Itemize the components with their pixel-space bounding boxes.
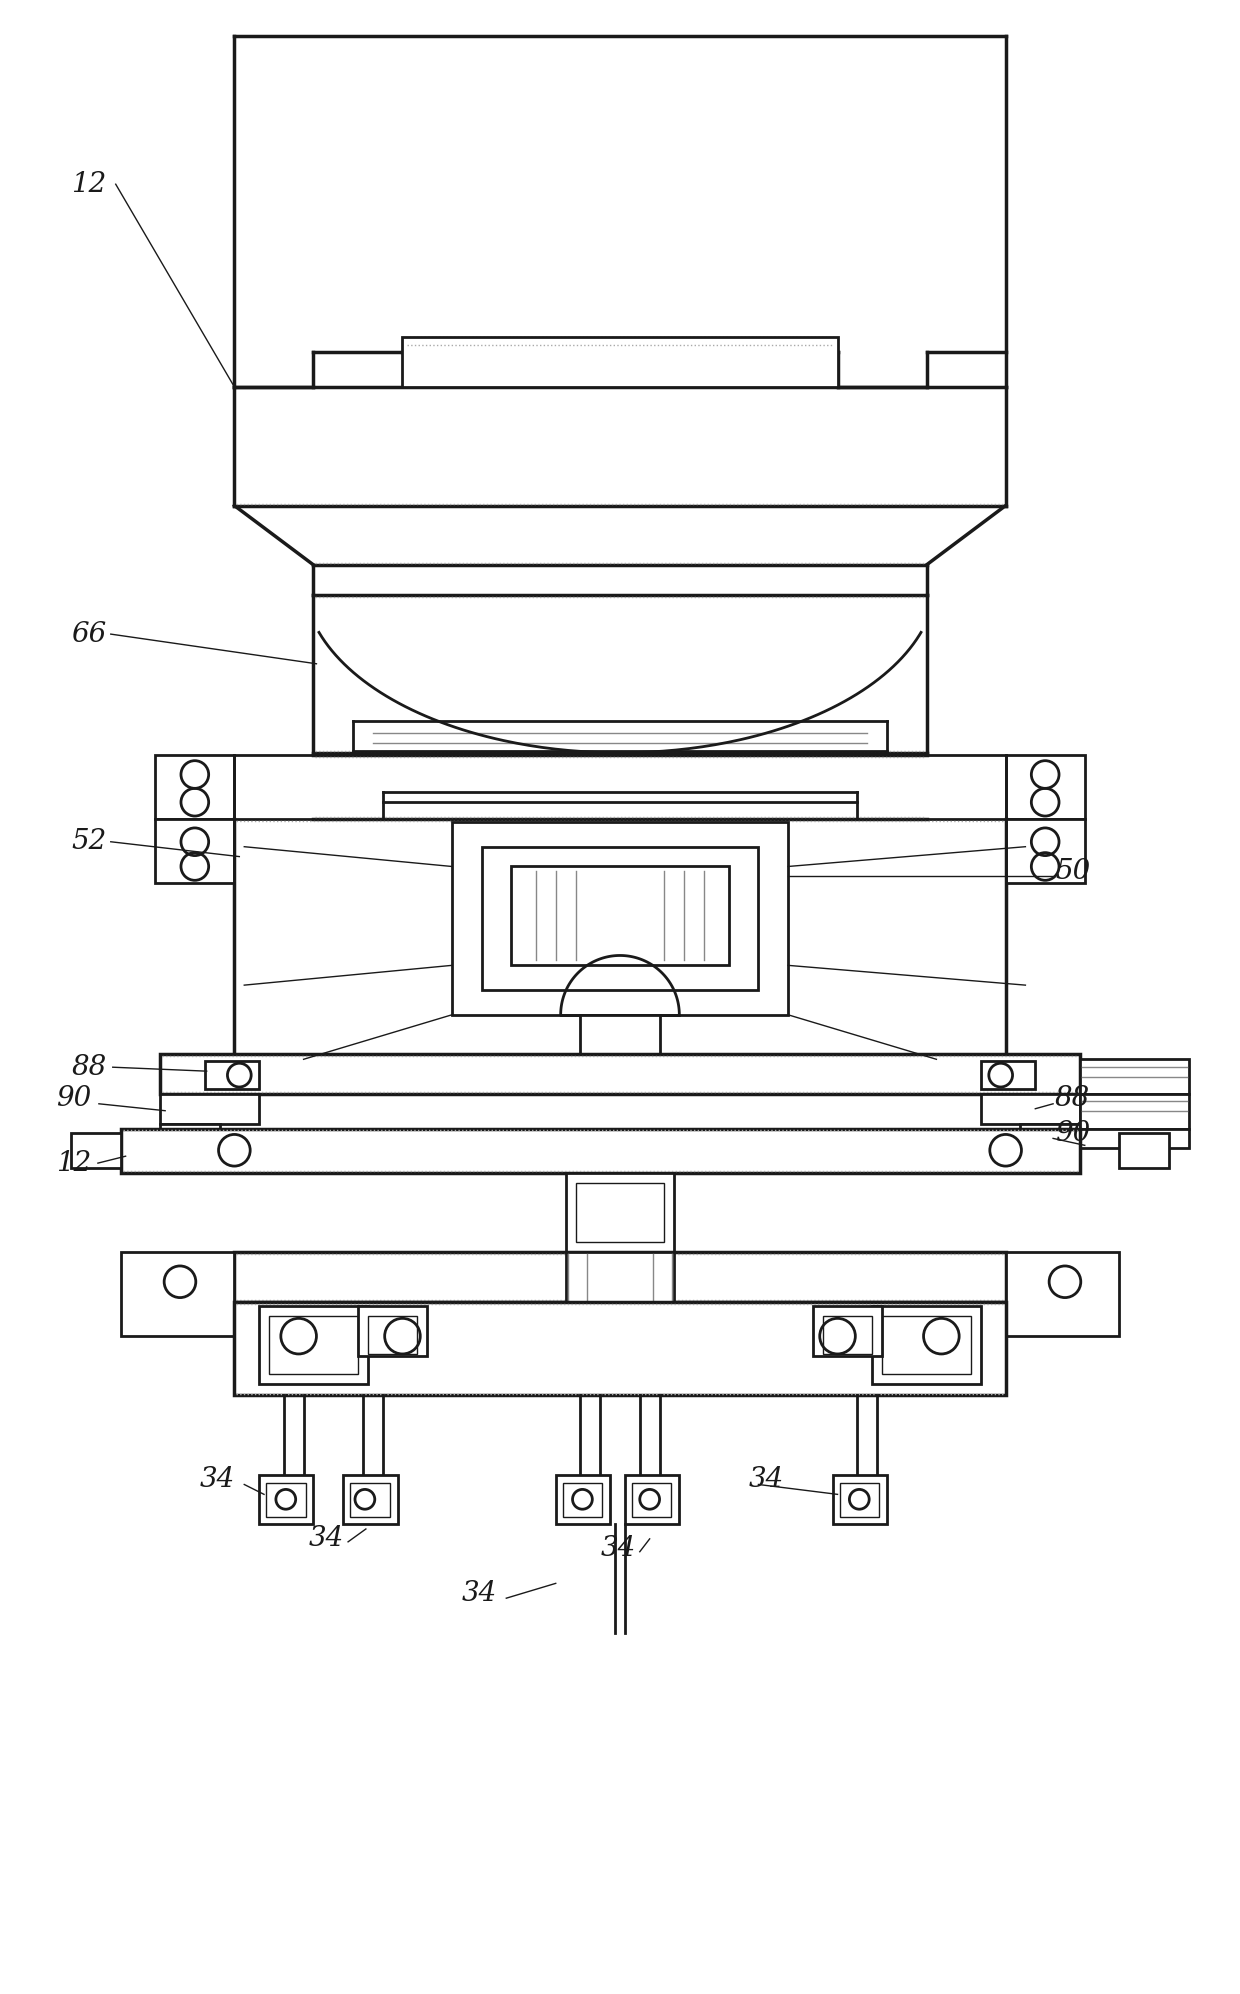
- Text: 12: 12: [71, 171, 107, 197]
- Bar: [120, 1252, 234, 1336]
- Bar: [1006, 820, 1085, 883]
- Bar: [451, 822, 789, 1015]
- Bar: [1006, 756, 1085, 820]
- Bar: [565, 1252, 675, 1396]
- Bar: [71, 1133, 120, 1168]
- Bar: [120, 1129, 1080, 1172]
- Bar: [155, 820, 234, 883]
- Bar: [1120, 1133, 1169, 1168]
- Bar: [160, 1055, 1080, 1095]
- Bar: [882, 1316, 971, 1374]
- Bar: [155, 756, 234, 820]
- Bar: [259, 1476, 314, 1523]
- Text: 52: 52: [71, 828, 107, 855]
- Bar: [368, 1316, 418, 1354]
- Text: 66: 66: [71, 620, 107, 648]
- Bar: [160, 1123, 219, 1143]
- Text: 88: 88: [1055, 1085, 1090, 1113]
- Text: 34: 34: [600, 1535, 635, 1561]
- Bar: [839, 1482, 879, 1517]
- Bar: [556, 1476, 610, 1523]
- Bar: [625, 1476, 680, 1523]
- Bar: [1080, 1129, 1189, 1149]
- Bar: [1080, 1059, 1189, 1095]
- Bar: [350, 1482, 389, 1517]
- Bar: [812, 1306, 882, 1356]
- Text: 34: 34: [309, 1525, 343, 1553]
- Text: 34: 34: [749, 1466, 784, 1494]
- Text: 12: 12: [56, 1151, 92, 1176]
- Bar: [580, 1015, 660, 1055]
- Bar: [259, 1306, 368, 1384]
- Bar: [1006, 1252, 1120, 1336]
- Text: 34: 34: [200, 1466, 236, 1494]
- Bar: [822, 1316, 872, 1354]
- Bar: [234, 1252, 1006, 1302]
- Bar: [1080, 1095, 1189, 1129]
- Bar: [981, 1061, 1035, 1089]
- Text: 90: 90: [56, 1085, 92, 1113]
- Bar: [481, 847, 759, 991]
- Bar: [1021, 1123, 1080, 1143]
- Bar: [981, 1095, 1080, 1123]
- Text: 50: 50: [1055, 857, 1090, 885]
- Bar: [832, 1476, 887, 1523]
- Text: 34: 34: [461, 1579, 497, 1607]
- Bar: [563, 1482, 603, 1517]
- Bar: [358, 1306, 428, 1356]
- Bar: [160, 1095, 259, 1123]
- Bar: [575, 1182, 665, 1242]
- Bar: [403, 337, 837, 387]
- Bar: [205, 1061, 259, 1089]
- Bar: [632, 1482, 671, 1517]
- Bar: [269, 1316, 358, 1374]
- Bar: [872, 1306, 981, 1384]
- Text: 90: 90: [1055, 1121, 1090, 1147]
- Bar: [234, 1302, 1006, 1396]
- Text: 88: 88: [71, 1053, 107, 1081]
- Bar: [590, 1055, 650, 1075]
- Bar: [343, 1476, 398, 1523]
- Bar: [511, 867, 729, 965]
- Bar: [267, 1482, 305, 1517]
- Bar: [565, 1172, 675, 1252]
